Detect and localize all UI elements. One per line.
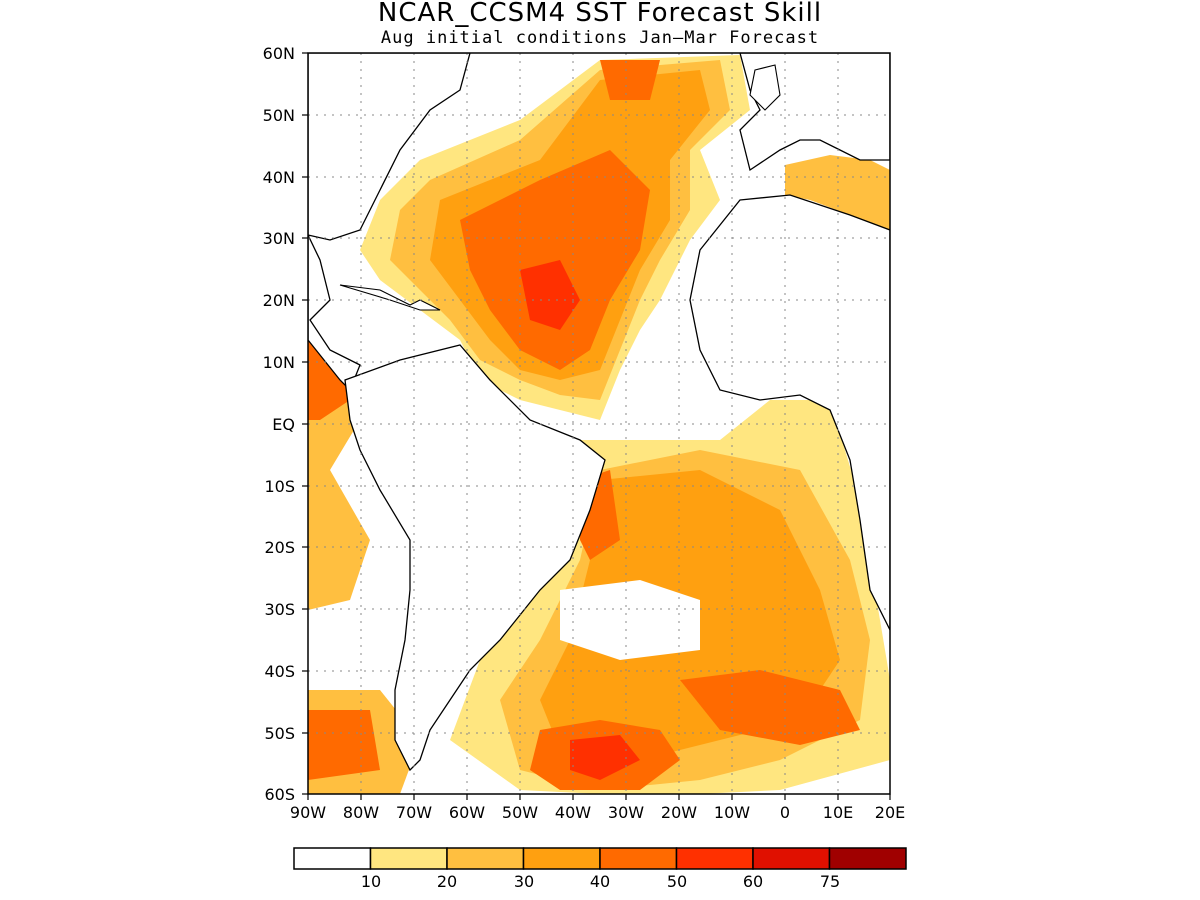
colorbar-swatch xyxy=(446,847,525,870)
colorbar-swatch xyxy=(369,847,448,870)
lat-tick-label: EQ xyxy=(272,415,295,434)
lon-tick-label: 20W xyxy=(660,803,698,822)
lat-tick-label: 60N xyxy=(262,44,295,63)
lon-tick-label: 10E xyxy=(822,803,854,822)
map-title: NCAR_CCSM4 SST Forecast Skill xyxy=(377,0,823,28)
colorbar-swatch xyxy=(599,847,678,870)
lat-tick-label: 40N xyxy=(262,168,295,187)
lon-tick-label: 70W xyxy=(395,803,433,822)
colorbar-label: 60 xyxy=(742,872,764,891)
colorbar-label: 75 xyxy=(819,872,841,891)
colorbar-label: 50 xyxy=(666,872,688,891)
lon-tick-label: 0 xyxy=(779,803,791,822)
skill-region-mediterranean xyxy=(785,155,890,230)
lat-tick-label: 20N xyxy=(262,291,295,310)
lon-tick-label: 80W xyxy=(342,803,380,822)
lat-tick-label: 50S xyxy=(264,724,295,743)
lon-tick-label: 30W xyxy=(607,803,645,822)
colorbar-swatch xyxy=(293,847,372,870)
lat-tick-label: 30S xyxy=(264,600,295,619)
land-british-isles xyxy=(749,64,781,111)
lon-tick-label: 20E xyxy=(874,803,906,822)
lat-tick-label: 60S xyxy=(264,785,295,804)
lat-tick-label: 10S xyxy=(264,477,295,496)
colorbar-label: 10 xyxy=(360,872,382,891)
axis-ticks xyxy=(302,52,891,800)
colorbar-swatch xyxy=(675,847,754,870)
colorbar-label: 20 xyxy=(436,872,458,891)
graticule xyxy=(308,53,890,794)
lon-tick-label: 40W xyxy=(554,803,592,822)
lon-tick-label: 60W xyxy=(448,803,486,822)
lon-tick-label: 90W xyxy=(289,803,327,822)
land-caribbean xyxy=(339,284,441,311)
lon-tick-label: 50W xyxy=(501,803,539,822)
colorbar-label: 40 xyxy=(589,872,611,891)
land-south-america xyxy=(344,344,606,772)
colorbar-swatch xyxy=(752,847,831,870)
land-africa xyxy=(689,194,890,631)
colorbar-label: 30 xyxy=(513,872,535,891)
land-masses xyxy=(308,53,890,772)
colorbar xyxy=(293,847,907,870)
colorbar-swatch xyxy=(522,847,601,870)
lat-tick-label: 10N xyxy=(262,353,295,372)
colorbar-swatch xyxy=(828,847,907,870)
land-central-america xyxy=(308,234,361,392)
map-subtitle: Aug initial conditions Jan—Mar Forecast xyxy=(380,28,820,48)
lat-tick-label: 30N xyxy=(262,229,295,248)
lat-tick-label: 20S xyxy=(264,538,295,557)
land-north-america xyxy=(308,53,471,241)
lat-tick-label: 50N xyxy=(262,106,295,125)
lon-tick-label: 10W xyxy=(713,803,751,822)
lat-tick-label: 40S xyxy=(264,662,295,681)
